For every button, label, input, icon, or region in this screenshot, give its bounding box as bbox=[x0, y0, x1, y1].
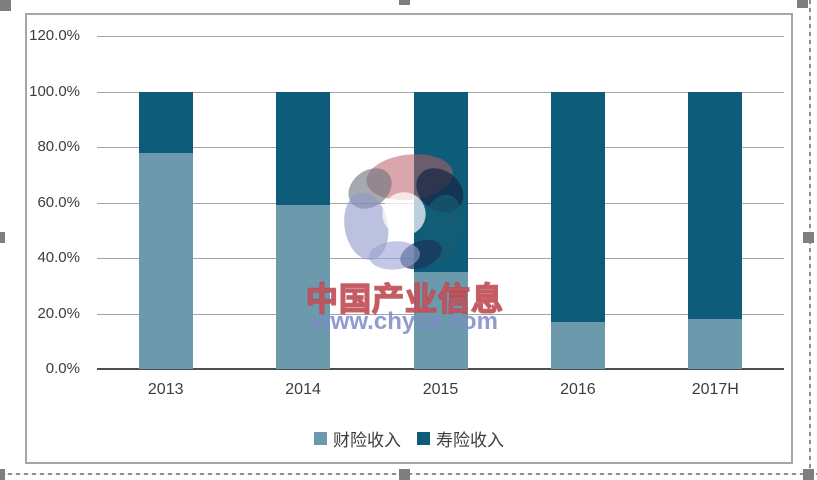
bar-segment-property-insurance-2015[interactable] bbox=[413, 271, 468, 369]
x-axis-line bbox=[97, 368, 784, 370]
y-axis-tick-label: 80.0% bbox=[37, 138, 80, 155]
bar-segment-life-insurance-2014[interactable] bbox=[276, 91, 331, 206]
selection-handle-left-center[interactable] bbox=[0, 232, 5, 243]
y-axis-tick-label: 60.0% bbox=[37, 193, 80, 211]
selection-handle-bottom-right[interactable] bbox=[803, 469, 814, 480]
chart-area[interactable]: 0.0% 20.0% 40.0% 60.0% 80.0% 100.0% 120.0% 2013… bbox=[25, 13, 793, 464]
x-axis-tick-label: 2017H bbox=[691, 381, 739, 398]
chart-legend: 财险收入 寿险收入 bbox=[27, 426, 791, 451]
y-axis-tick-label: 40.0% bbox=[37, 249, 80, 266]
bar-segment-life-insurance-2015[interactable] bbox=[413, 91, 468, 272]
legend-color-swatch bbox=[417, 432, 430, 445]
legend-item-life-insurance[interactable]: 寿险收入 bbox=[417, 426, 504, 451]
selection-handle-bottom-center[interactable] bbox=[399, 469, 410, 480]
legend-color-swatch bbox=[314, 432, 327, 445]
selection-handle-right-center[interactable] bbox=[803, 232, 814, 243]
x-axis-tick-label: 2016 bbox=[560, 381, 596, 398]
bar-segment-property-insurance-2013[interactable] bbox=[138, 152, 193, 369]
y-axis-tick-label: 20.0% bbox=[37, 304, 80, 322]
y-axis-tick-label: 100.0% bbox=[29, 82, 80, 100]
gridline-120 bbox=[97, 36, 784, 37]
bar-segment-life-insurance-2016[interactable] bbox=[550, 91, 605, 322]
y-axis-tick-label: 120.0% bbox=[29, 27, 80, 44]
bar-segment-property-insurance-2016[interactable] bbox=[550, 321, 605, 369]
selection-handle-bottom-left[interactable] bbox=[0, 469, 5, 480]
x-axis-tick-label: 2013 bbox=[147, 381, 184, 398]
selection-handle-top-left[interactable] bbox=[0, 0, 11, 11]
selection-handle-top-center[interactable] bbox=[399, 0, 410, 5]
y-axis-tick-label: 0.0% bbox=[45, 360, 80, 377]
bar-segment-life-insurance-2017H[interactable] bbox=[688, 91, 743, 320]
legend-label: 寿险收入 bbox=[436, 431, 504, 450]
legend-label: 财险收入 bbox=[333, 431, 401, 450]
selection-handle-top-right[interactable] bbox=[797, 0, 808, 8]
bar-segment-life-insurance-2013[interactable] bbox=[138, 91, 193, 153]
x-axis-tick-label: 2014 bbox=[285, 381, 321, 398]
bar-segment-property-insurance-2017H[interactable] bbox=[688, 319, 743, 369]
bar-segment-property-insurance-2014[interactable] bbox=[276, 205, 331, 369]
x-axis-tick-label: 2015 bbox=[422, 381, 459, 398]
legend-item-property-insurance[interactable]: 财险收入 bbox=[314, 426, 401, 451]
